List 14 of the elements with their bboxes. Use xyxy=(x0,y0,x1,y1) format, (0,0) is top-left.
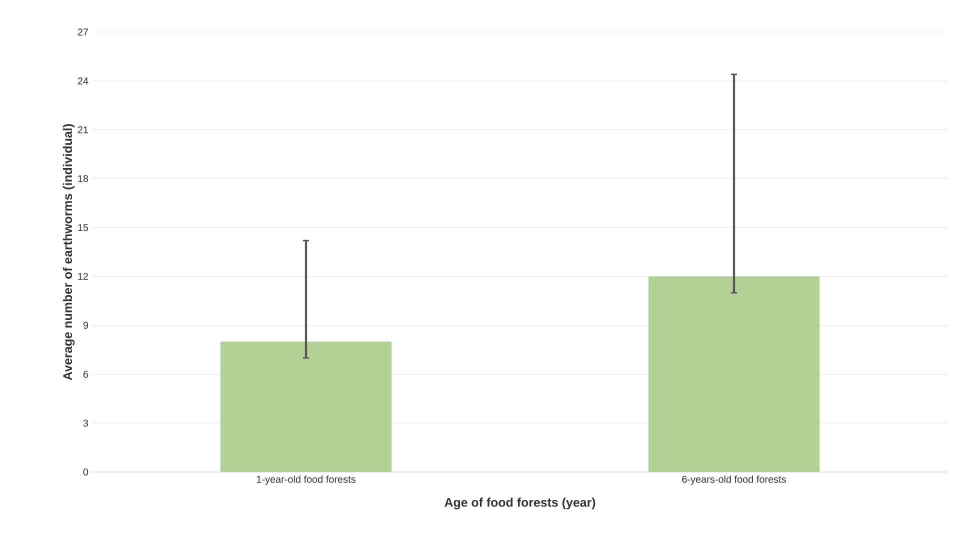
y-tick-label: 6 xyxy=(83,370,88,378)
y-tick-label: 15 xyxy=(78,224,88,232)
x-axis-title: Age of food forests (year) xyxy=(444,498,596,510)
y-tick-label: 3 xyxy=(83,420,88,427)
x-tick-label: 6-years-old food forests xyxy=(682,476,786,485)
y-tick-label: 21 xyxy=(78,126,88,134)
y-tick-label: 12 xyxy=(78,272,88,280)
y-tick-label: 24 xyxy=(78,77,88,84)
y-tick-label: 9 xyxy=(83,322,88,329)
x-tick-label: 1-year-old food forests xyxy=(256,476,356,485)
y-tick-label: 27 xyxy=(78,28,88,36)
y-tick-label: 0 xyxy=(83,468,88,476)
y-axis-title: Average number of earthworms (individual) xyxy=(62,124,75,380)
y-tick-label: 18 xyxy=(78,175,88,182)
